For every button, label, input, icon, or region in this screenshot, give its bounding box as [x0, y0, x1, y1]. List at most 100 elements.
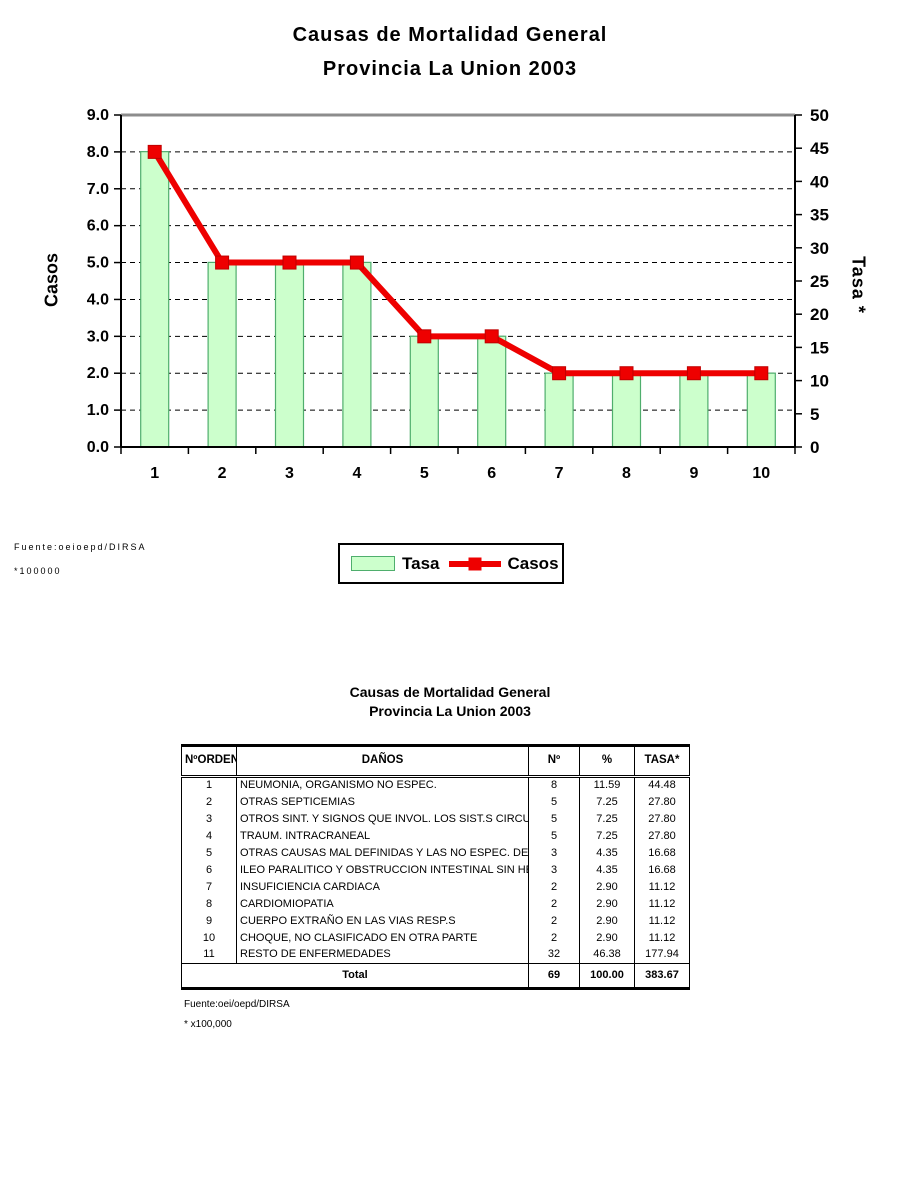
x-tick-label: 6: [487, 465, 496, 482]
tasa-cell: 11.12: [634, 878, 690, 896]
header-pct: %: [579, 744, 635, 778]
table-row: 2 OTRAS SEPTICEMIAS 5 7.25 27.80: [181, 793, 690, 811]
tasa-bar: [611, 372, 642, 448]
tasa-bar: [679, 372, 709, 448]
danos-cell: CUERPO EXTRAÑO EN LAS VIAS RESP.S: [236, 912, 529, 930]
danos-cell: INSUFICIENCIA CARDIACA: [236, 878, 529, 896]
x-tick-label: 9: [689, 465, 698, 482]
orden-cell: 5: [181, 844, 237, 862]
right-tick-label: 25: [810, 272, 829, 291]
table-title-line1: Causas de Mortalidad General: [349, 684, 551, 700]
tasa-cell: 177.94: [634, 946, 690, 964]
table-title-line2: Provincia La Union 2003: [369, 703, 531, 719]
chart-title-line1: Causas de Mortalidad General: [292, 24, 608, 46]
danos-cell: RESTO DE ENFERMEDADES: [236, 946, 529, 964]
right-tick-label: 50: [810, 106, 829, 125]
casos-marker: [619, 366, 634, 381]
danos-cell: CHOQUE, NO CLASIFICADO EN OTRA PARTE: [236, 929, 529, 947]
pct-cell: 11.59: [579, 776, 635, 794]
n-cell: 5: [528, 793, 580, 811]
right-tick-label: 20: [810, 305, 829, 324]
total-label: Total: [181, 963, 529, 990]
header-n: Nº: [528, 744, 580, 778]
tasa-bar: [342, 261, 372, 448]
casos-marker: [484, 329, 499, 344]
header-danos: DAÑOS: [236, 744, 529, 778]
casos-marker: [349, 255, 364, 270]
legend-tasa-label: Tasa: [402, 553, 440, 573]
total-pct: 100.00: [579, 963, 635, 990]
left-tick-label: 4.0: [87, 291, 109, 308]
tasa-bar: [140, 151, 170, 448]
tasa-cell: 27.80: [634, 810, 690, 828]
pct-cell: 2.90: [579, 878, 635, 896]
casos-marker-icon: [468, 557, 481, 570]
n-cell: 2: [528, 878, 580, 896]
n-cell: 3: [528, 861, 580, 879]
table-row: 10 CHOQUE, NO CLASIFICADO EN OTRA PARTE 2 2…: [181, 929, 690, 947]
pct-cell: 2.90: [579, 895, 635, 913]
danos-cell: TRAUM. INTRACRANEAL: [236, 827, 529, 845]
casos-marker: [552, 366, 567, 381]
header-orden: NºORDEN: [181, 744, 237, 778]
right-tick-label: 35: [810, 206, 829, 225]
x-tick-label: 1: [150, 465, 159, 482]
casos-marker: [282, 255, 297, 270]
left-tick-label: 2.0: [87, 365, 109, 382]
left-tick-label: 1.0: [87, 402, 109, 419]
orden-cell: 10: [181, 929, 237, 947]
n-cell: 3: [528, 844, 580, 862]
n-cell: 5: [528, 810, 580, 828]
casos-marker: [417, 329, 432, 344]
danos-cell: OTRAS CAUSAS MAL DEFINIDAS Y LAS NO ESPE…: [236, 844, 529, 862]
pct-cell: 2.90: [579, 912, 635, 930]
pct-cell: 7.25: [579, 810, 635, 828]
table-row: 1 NEUMONIA, ORGANISMO NO ESPEC. 8 11.59 44.4…: [181, 776, 690, 794]
tasa-bar: [409, 335, 439, 448]
table-rate-note: * x100,000: [184, 1019, 232, 1030]
danos-cell: OTROS SINT. Y SIGNOS QUE INVOL. LOS SIST…: [236, 810, 529, 828]
right-tick-label: 10: [810, 372, 829, 391]
casos-marker: [754, 366, 769, 381]
pct-cell: 2.90: [579, 929, 635, 947]
right-tick-label: 0: [810, 438, 819, 457]
tasa-cell: 27.80: [634, 827, 690, 845]
tasa-cell: 11.12: [634, 912, 690, 930]
chart-rate-note: *100000: [14, 566, 62, 576]
table-source-text: Fuente:oei/oepd/DIRSA: [184, 999, 290, 1010]
pct-cell: 7.25: [579, 827, 635, 845]
left-tick-label: 0.0: [87, 439, 109, 456]
mortality-table: NºORDEN DAÑOS Nº % TASA* 1 NEUMONIA, ORGA…: [181, 744, 690, 990]
mortality-table-body: 1 NEUMONIA, ORGANISMO NO ESPEC. 8 11.59 44.4…: [181, 776, 690, 964]
tasa-cell: 27.80: [634, 793, 690, 811]
table-row: 3 OTROS SINT. Y SIGNOS QUE INVOL. LOS SIS…: [181, 810, 690, 828]
x-tick-label: 4: [352, 465, 361, 482]
danos-cell: CARDIOMIOPATIA: [236, 895, 529, 913]
x-tick-label: 3: [285, 465, 294, 482]
right-tick-label: 5: [810, 405, 819, 424]
tasa-cell: 44.48: [634, 776, 690, 794]
left-tick-label: 7.0: [87, 181, 109, 198]
casos-marker: [147, 144, 162, 159]
x-tick-label: 10: [752, 465, 770, 482]
table-row: 6 ILEO PARALITICO Y OBSTRUCCION INTESTINA…: [181, 861, 690, 879]
legend-casos-label: Casos: [507, 553, 559, 573]
header-tasa: TASA*: [634, 744, 690, 778]
right-tick-label: 45: [810, 139, 829, 158]
orden-cell: 1: [181, 776, 237, 794]
danos-cell: ILEO PARALITICO Y OBSTRUCCION INTESTINAL…: [236, 861, 529, 879]
n-cell: 32: [528, 946, 580, 964]
right-tick-label: 40: [810, 172, 829, 191]
x-tick-label: 2: [218, 465, 227, 482]
table-row: 8 CARDIOMIOPATIA 2 2.90 11.12: [181, 895, 690, 913]
right-axis-title: Tasa *: [848, 256, 869, 314]
pct-cell: 4.35: [579, 861, 635, 879]
total-n: 69: [528, 963, 580, 990]
left-tick-label: 9.0: [87, 107, 109, 124]
table-header: NºORDEN DAÑOS Nº % TASA*: [181, 744, 690, 778]
table-row: 11 RESTO DE ENFERMEDADES 32 46.38 177.94: [181, 946, 690, 964]
pct-cell: 7.25: [579, 793, 635, 811]
table-row: 7 INSUFICIENCIA CARDIACA 2 2.90 11.12: [181, 878, 690, 896]
tasa-cell: 11.12: [634, 895, 690, 913]
